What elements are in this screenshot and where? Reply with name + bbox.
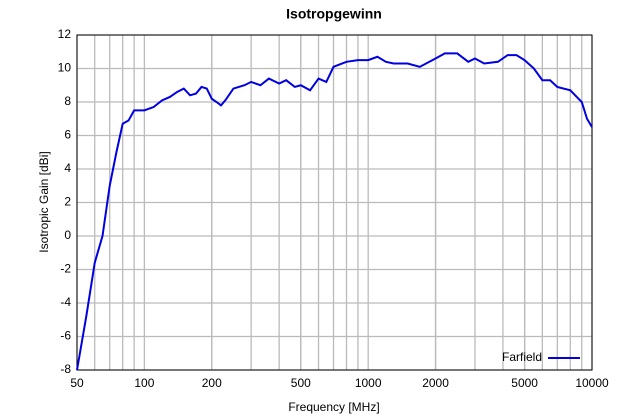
x-tick-label: 500 — [291, 376, 311, 390]
x-tick-label: 10000 — [575, 376, 609, 390]
y-tick-label: 12 — [58, 27, 72, 41]
chart-title: Isotropgewinn — [286, 6, 382, 22]
y-tick-label: -6 — [60, 329, 71, 343]
y-tick-label: 10 — [58, 61, 72, 75]
x-axis-label: Frequency [MHz] — [288, 400, 379, 414]
x-tick-label: 2000 — [422, 376, 449, 390]
y-axis-label: Isotropic Gain [dBi] — [37, 151, 51, 252]
y-tick-label: -2 — [60, 262, 71, 276]
plot-frame — [76, 34, 593, 371]
x-tick-label: 5000 — [511, 376, 538, 390]
y-tick-label: 8 — [64, 94, 71, 108]
legend-label: Farfield — [502, 350, 542, 364]
y-tick-label: 6 — [64, 128, 71, 142]
x-tick-label: 50 — [70, 376, 84, 390]
y-tick-label: -4 — [60, 295, 71, 309]
y-tick-label: -8 — [60, 362, 71, 376]
x-tick-label: 1000 — [355, 376, 382, 390]
data-line — [76, 52, 593, 371]
y-tick-label: 0 — [64, 228, 71, 242]
x-tick-label: 200 — [202, 376, 222, 390]
x-tick-label: 100 — [134, 376, 154, 390]
y-tick-label: 2 — [64, 195, 71, 209]
y-tick-label: 4 — [64, 161, 71, 175]
